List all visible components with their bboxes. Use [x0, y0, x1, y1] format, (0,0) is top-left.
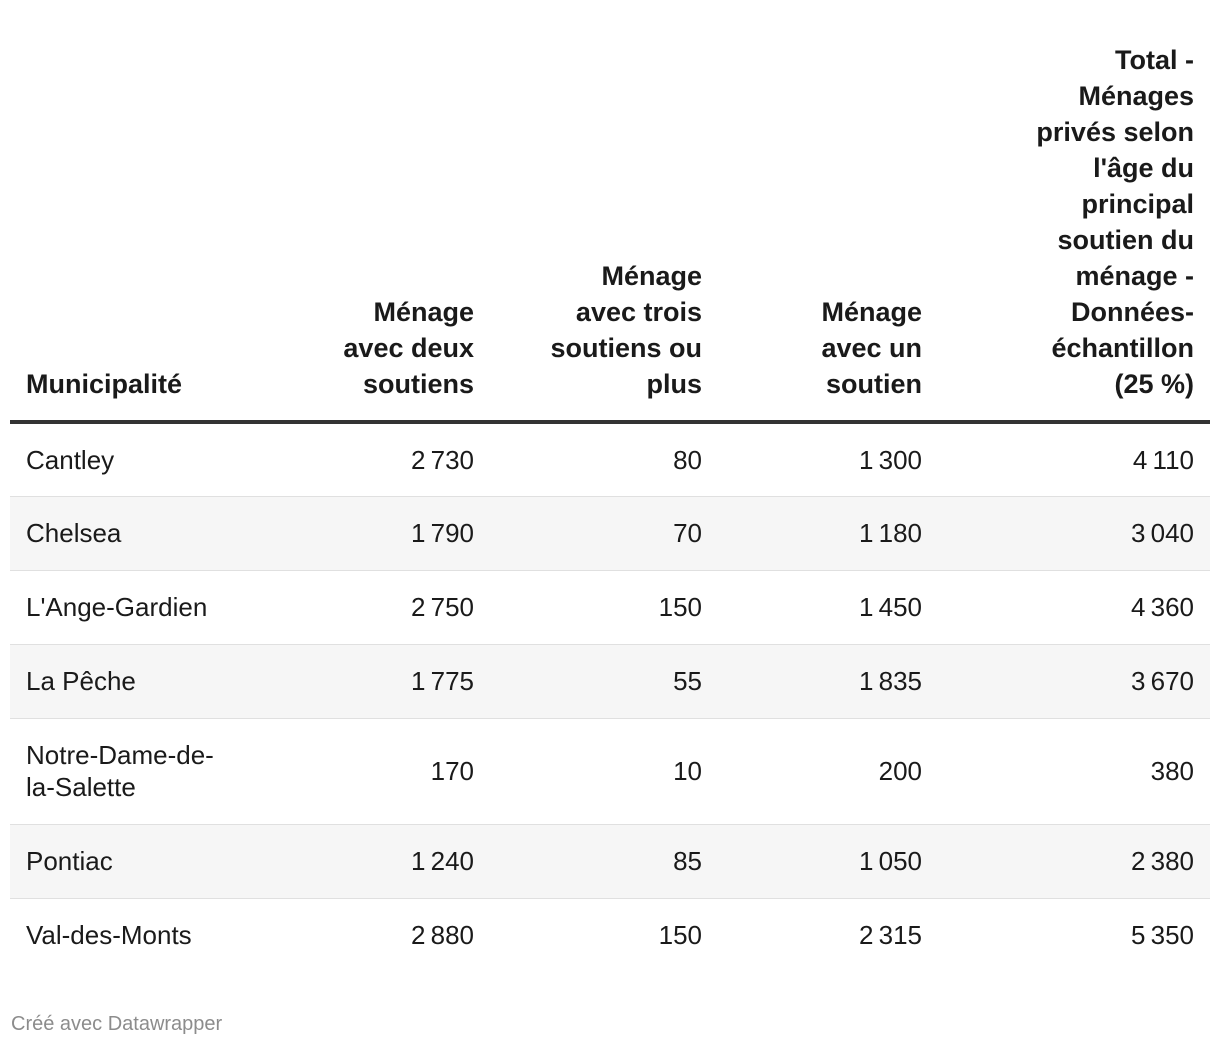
- header-row: Municipalité Ménage avec deux soutiens Mén…: [10, 0, 1210, 424]
- column-header-un-soutien[interactable]: Ménage avec un soutien: [718, 0, 938, 424]
- cell-municipalite-text: Pontiac: [26, 846, 113, 876]
- cell-municipalite: La Pêche: [10, 644, 260, 719]
- cell-municipalite-text: Notre-Dame-de-: [26, 740, 214, 770]
- cell-municipalite: Pontiac: [10, 824, 260, 899]
- column-header-label: soutien du: [1057, 225, 1195, 255]
- cell-total: 3 670: [938, 644, 1210, 719]
- cell-municipalite: Val-des-Monts: [10, 898, 260, 972]
- table-row: Val-des-Monts 2 880 150 2 315 5 350: [10, 898, 1210, 972]
- table-row: Notre-Dame-de-la-Salette 170 10 200 380: [10, 718, 1210, 825]
- column-header-label: avec deux: [343, 333, 474, 363]
- column-header-trois-soutiens[interactable]: Ménage avec trois soutiens ou plus: [490, 0, 718, 424]
- cell-un-soutien: 1 300: [718, 422, 938, 497]
- column-header-label: Total -: [1115, 45, 1194, 75]
- cell-total: 5 350: [1130, 920, 1194, 951]
- table-row: Chelsea 1 790 70 1 180 3 040: [10, 496, 1210, 571]
- cell-deux-soutiens: 2 730: [260, 422, 490, 497]
- cell-municipalite-text: L'Ange-Gardien: [26, 592, 208, 622]
- cell-un-soutien: 2 315: [858, 920, 922, 951]
- column-header-label: Ménage: [601, 261, 702, 291]
- cell-un-soutien: 1 180: [718, 496, 938, 571]
- column-header-label: Municipalité: [26, 369, 183, 399]
- column-header-label: privés selon: [1036, 117, 1194, 147]
- column-header-label: principal: [1081, 189, 1194, 219]
- cell-municipalite-text: la-Salette: [26, 772, 136, 802]
- cell-deux-soutiens: 170: [260, 718, 490, 825]
- footer-credit[interactable]: Créé avec Datawrapper: [11, 1013, 223, 1035]
- data-table: Municipalité Ménage avec deux soutiens Mén…: [10, 0, 1210, 972]
- column-header-label: Données-: [1070, 297, 1194, 327]
- table-row: Pontiac 1 240 85 1 050 2 380: [10, 824, 1210, 899]
- column-header-label: plus: [646, 369, 702, 399]
- cell-trois-soutiens: 85: [490, 824, 718, 899]
- cell-un-soutien: 1 835: [718, 644, 938, 719]
- cell-trois-soutiens: 70: [490, 496, 718, 571]
- column-header-label: soutiens ou: [550, 333, 702, 363]
- cell-un-soutien: 1 050: [718, 824, 938, 899]
- column-header-label: soutiens: [362, 369, 474, 399]
- column-header-municipalite[interactable]: Municipalité: [10, 0, 260, 424]
- cell-municipalite: Chelsea: [10, 496, 260, 571]
- column-header-deux-soutiens[interactable]: Ménage avec deux soutiens: [260, 0, 490, 424]
- cell-municipalite-text: Cantley: [26, 444, 115, 475]
- cell-trois-soutiens: 150: [658, 920, 702, 951]
- cell-municipalite: L'Ange-Gardien: [10, 570, 260, 645]
- cell-total: 380: [938, 718, 1210, 825]
- cell-total: 3 040: [938, 496, 1210, 571]
- data-table-container: Municipalité Ménage avec deux soutiens Mén…: [10, 0, 1210, 972]
- column-header-label: Ménage: [373, 297, 474, 327]
- table-row: L'Ange-Gardien 2 750 150 1 450 4 360: [10, 570, 1210, 645]
- column-header-label: Ménage: [821, 297, 922, 327]
- cell-municipalite: Notre-Dame-de-la-Salette: [10, 718, 260, 825]
- cell-un-soutien: 200: [718, 718, 938, 825]
- cell-trois-soutiens: 150: [490, 570, 718, 645]
- table-header: Municipalité Ménage avec deux soutiens Mén…: [10, 0, 1210, 424]
- table-body: Cantley 2 730 80 1 300 4 110 Chelsea 1 790 70 1 …: [10, 422, 1210, 972]
- table-row: La Pêche 1 775 55 1 835 3 670: [10, 644, 1210, 719]
- column-header-label: Ménages: [1078, 81, 1194, 111]
- cell-total: 4 110: [938, 422, 1210, 497]
- column-header-label: (25 %): [1114, 369, 1194, 399]
- cell-trois-soutiens: 55: [490, 644, 718, 719]
- column-header-label: soutien: [825, 369, 922, 399]
- cell-deux-soutiens: 1 775: [260, 644, 490, 719]
- column-header-label: avec un: [821, 333, 922, 363]
- cell-trois-soutiens: 80: [490, 422, 718, 497]
- cell-municipalite-text: Chelsea: [26, 518, 122, 548]
- cell-deux-soutiens: 1 240: [260, 824, 490, 899]
- column-header-total[interactable]: Total - Ménages privés selon l'âge du princi…: [938, 0, 1210, 424]
- cell-total: 4 360: [938, 570, 1210, 645]
- cell-deux-soutiens: 2 750: [260, 570, 490, 645]
- column-header-label: ménage -: [1075, 261, 1194, 291]
- cell-municipalite-text: Val-des-Monts: [26, 920, 192, 951]
- cell-un-soutien: 1 450: [718, 570, 938, 645]
- cell-deux-soutiens: 1 790: [260, 496, 490, 571]
- cell-total: 2 380: [938, 824, 1210, 899]
- column-header-label: avec trois: [575, 297, 702, 327]
- column-header-label: l'âge du: [1093, 153, 1194, 183]
- cell-municipalite: Cantley: [10, 422, 260, 497]
- cell-trois-soutiens: 10: [490, 718, 718, 825]
- table-row: Cantley 2 730 80 1 300 4 110: [10, 422, 1210, 497]
- cell-municipalite-text: La Pêche: [26, 666, 136, 696]
- cell-deux-soutiens: 2 880: [410, 920, 474, 951]
- column-header-label: échantillon: [1051, 333, 1194, 363]
